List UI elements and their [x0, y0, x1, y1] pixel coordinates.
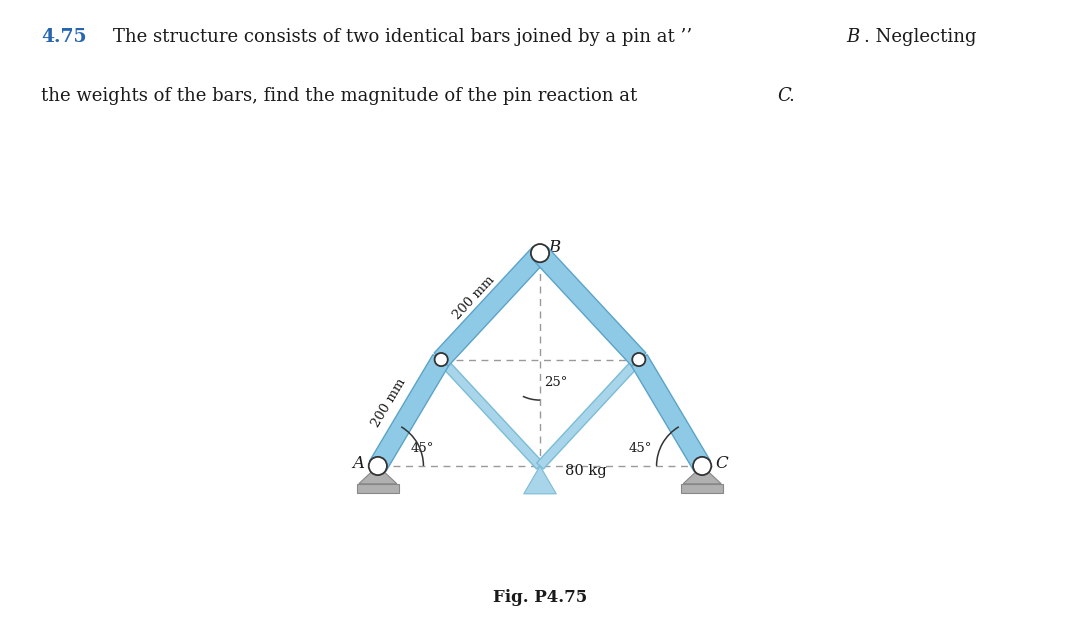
Text: the weights of the bars, find the magnitude of the pin reaction at: the weights of the bars, find the magnit… [41, 87, 643, 105]
Text: .: . [788, 87, 794, 105]
Text: . Neglecting: . Neglecting [864, 28, 976, 46]
Text: B: B [548, 239, 561, 256]
Polygon shape [684, 466, 721, 484]
Circle shape [531, 244, 549, 262]
Polygon shape [437, 357, 543, 469]
Polygon shape [369, 355, 449, 471]
Text: 45°: 45° [629, 442, 652, 455]
Polygon shape [532, 247, 646, 366]
Text: 25°: 25° [544, 376, 567, 389]
Text: C: C [715, 455, 728, 472]
Circle shape [632, 353, 646, 366]
Text: C: C [778, 87, 792, 105]
Circle shape [368, 457, 387, 475]
Polygon shape [434, 247, 548, 366]
Polygon shape [631, 355, 711, 471]
Text: The structure consists of two identical bars joined by a pin at ’’: The structure consists of two identical … [113, 28, 692, 46]
Polygon shape [359, 466, 396, 484]
Text: Fig. P4.75: Fig. P4.75 [492, 589, 588, 606]
Bar [681, 484, 724, 493]
Text: 4.75: 4.75 [41, 28, 86, 46]
Circle shape [434, 353, 448, 366]
Text: 45°: 45° [410, 442, 434, 455]
Circle shape [693, 457, 712, 475]
Text: 200 mm: 200 mm [369, 376, 408, 430]
Bar [356, 484, 399, 493]
Polygon shape [524, 466, 556, 494]
Text: 80 kg: 80 kg [565, 464, 607, 478]
Text: B: B [847, 28, 860, 46]
Text: 200 mm: 200 mm [451, 273, 498, 321]
Text: A: A [352, 455, 365, 472]
Polygon shape [537, 357, 643, 469]
